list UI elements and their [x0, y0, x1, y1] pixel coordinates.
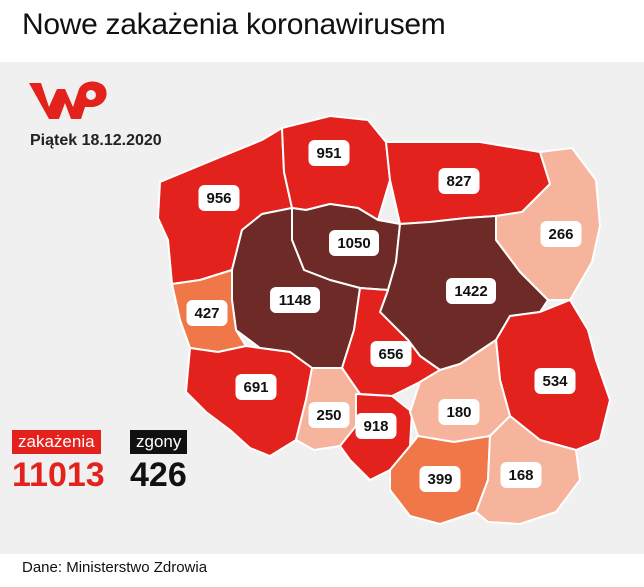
- date-label: Piątek 18.12.2020: [30, 132, 162, 149]
- region-label-dolnoslaskie: 691: [235, 374, 277, 400]
- region-label-mazowieckie: 1422: [446, 278, 496, 304]
- infections-value: 11013: [12, 456, 105, 494]
- region-label-box: [534, 368, 576, 394]
- region-label-box: [370, 341, 412, 367]
- region-value: 656: [378, 346, 403, 363]
- region-value: 1050: [337, 235, 370, 252]
- region-label-box: [308, 402, 350, 428]
- region-value: 827: [446, 173, 471, 190]
- region-label-malopolskie: 399: [419, 466, 461, 492]
- region-label-box: [308, 140, 350, 166]
- region-value: 691: [243, 379, 268, 396]
- region-value: 1148: [279, 292, 312, 309]
- region-label-pomorskie: 951: [308, 140, 350, 166]
- region-dolnoslaskie: [185, 345, 313, 457]
- source-footer: Dane: Ministerstwo Zdrowia: [22, 559, 208, 576]
- region-label-box: [419, 466, 461, 492]
- region-value: 956: [206, 190, 231, 207]
- infections-label: zakażenia: [12, 430, 101, 454]
- region-label-podkarpackie: 168: [500, 462, 542, 488]
- region-label-box: [438, 399, 480, 425]
- region-label-lodzkie: 656: [370, 341, 412, 367]
- deaths-value: 426: [130, 456, 187, 494]
- region-label-box: [329, 230, 379, 256]
- region-label-box: [540, 221, 582, 247]
- region-label-box: [446, 278, 496, 304]
- region-label-box: [355, 413, 397, 439]
- region-label-box: [235, 374, 277, 400]
- page-title: Nowe zakażenia koronawirusem: [22, 8, 446, 41]
- region-label-box: [270, 287, 320, 313]
- region-value: 180: [446, 404, 471, 421]
- region-label-wielkopolskie: 1148: [270, 287, 320, 313]
- region-value: 427: [194, 305, 219, 322]
- deaths-label: zgony: [130, 430, 188, 454]
- region-label-box: [186, 300, 228, 326]
- region-label-box: [438, 168, 480, 194]
- region-label-box: [500, 462, 542, 488]
- region-label-opolskie: 250: [308, 402, 350, 428]
- region-value: 534: [542, 373, 568, 390]
- region-value: 399: [427, 471, 452, 488]
- region-label-warminsko-mazurskie: 827: [438, 168, 480, 194]
- region-label-podlaskie: 266: [540, 221, 582, 247]
- region-value: 951: [316, 145, 341, 162]
- region-label-kujawsko-pomorskie: 1050: [329, 230, 379, 256]
- region-value: 266: [548, 226, 573, 243]
- region-label-slaskie: 918: [355, 413, 397, 439]
- region-label-lubuskie: 427: [186, 300, 228, 326]
- region-value: 1422: [454, 283, 487, 300]
- region-label-zachodniopomorskie: 956: [198, 185, 240, 211]
- region-value: 250: [316, 407, 341, 424]
- region-value: 918: [363, 418, 388, 435]
- region-label-lubelskie: 534: [534, 368, 576, 394]
- region-value: 168: [508, 467, 533, 484]
- region-label-box: [198, 185, 240, 211]
- wp-logo: [29, 81, 107, 119]
- region-label-swietokrzyskie: 180: [438, 399, 480, 425]
